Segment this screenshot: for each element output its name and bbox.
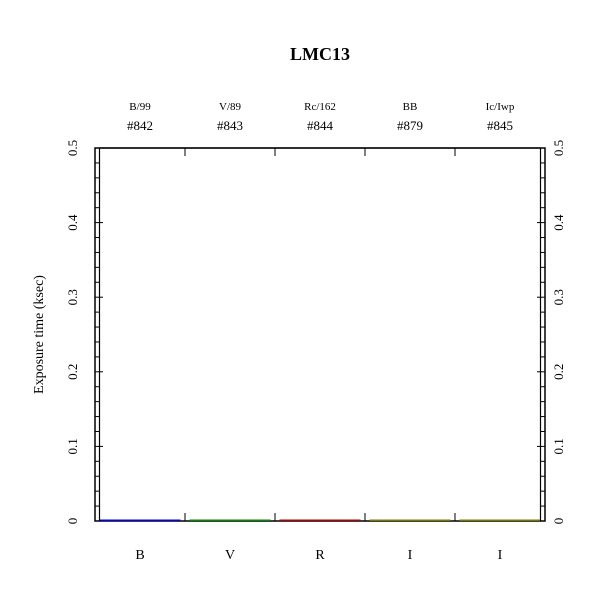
ytick-label-left: 0.2: [65, 364, 80, 380]
ytick-label-right: 0.5: [551, 140, 566, 156]
ytick-label-right: 0.4: [551, 214, 566, 231]
frame-id-label: #845: [487, 118, 513, 133]
ytick-label-right: 0: [551, 518, 566, 525]
filter-label: Ic/Iwp: [486, 101, 515, 113]
ytick-label-right: 0.2: [551, 364, 566, 380]
frame-id-label: #879: [397, 118, 423, 133]
ytick-label-right: 0.3: [551, 289, 566, 305]
exposure-chart: LMC13 0 0 0.1 0.1 0.2 0.2 0.3 0.3 0.4 0.4 0.5 0.5 Exp…: [0, 0, 611, 611]
bar: [280, 520, 361, 522]
x-category-label: R: [315, 548, 325, 563]
ytick-label-right: 0.1: [551, 438, 566, 454]
bar: [370, 520, 451, 522]
filter-label: B/99: [129, 101, 151, 113]
x-category-label: V: [225, 548, 235, 563]
ytick-label-left: 0.1: [65, 438, 80, 454]
x-category-label: I: [408, 548, 413, 563]
bar: [100, 520, 181, 522]
frame-id-label: #844: [307, 118, 334, 133]
filter-label: Rc/162: [304, 101, 336, 113]
bar: [460, 520, 541, 522]
x-category-label: I: [498, 548, 503, 563]
ytick-label-left: 0: [65, 518, 80, 525]
bar: [190, 520, 271, 522]
filter-label: BB: [403, 101, 418, 113]
frame-id-label: #842: [127, 118, 153, 133]
chart-title: LMC13: [290, 44, 350, 64]
chart-bg: [0, 0, 611, 611]
filter-label: V/89: [219, 101, 242, 113]
x-category-label: B: [135, 548, 144, 563]
ytick-label-left: 0.4: [65, 214, 80, 231]
ytick-label-left: 0.3: [65, 289, 80, 305]
y-axis-label: Exposure time (ksec): [32, 275, 47, 394]
frame-id-label: #843: [217, 118, 243, 133]
ytick-label-left: 0.5: [65, 140, 80, 156]
